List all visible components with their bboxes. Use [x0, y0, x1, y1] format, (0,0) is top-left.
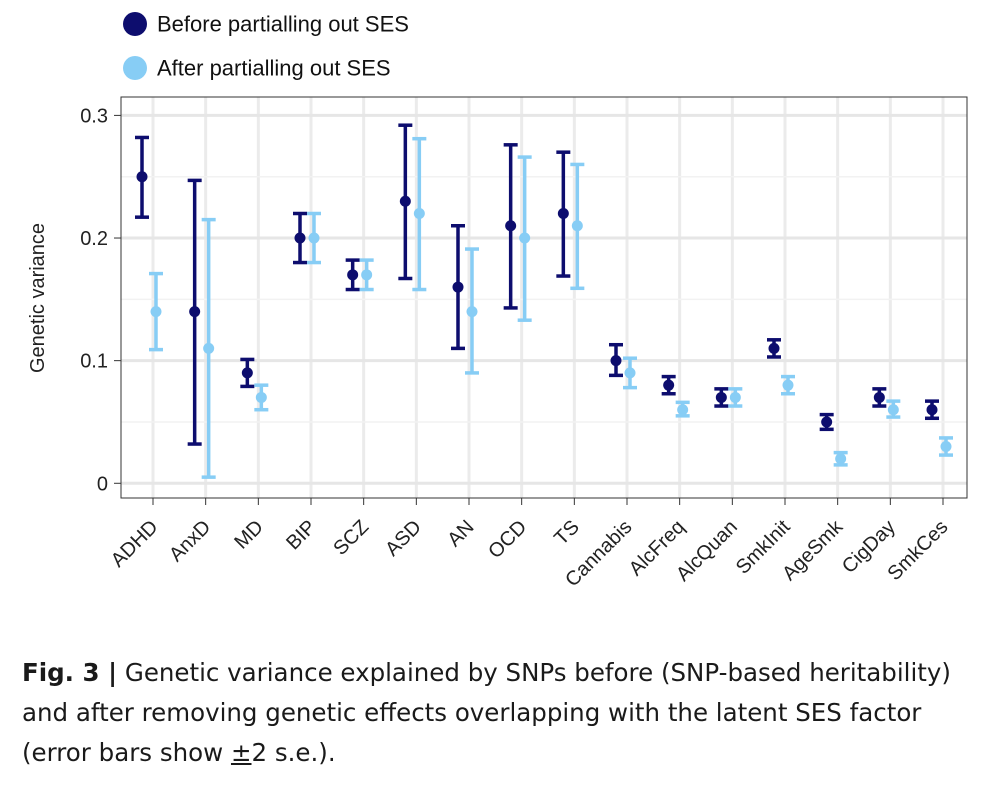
data-point — [189, 306, 201, 318]
data-point — [663, 379, 675, 391]
data-point — [624, 367, 636, 379]
caption-plus-minus: ± — [230, 738, 252, 767]
data-point — [308, 232, 320, 244]
data-point — [241, 367, 253, 379]
data-point — [505, 220, 517, 232]
data-point — [557, 207, 569, 219]
data-point — [255, 391, 267, 403]
plot-frame — [120, 96, 968, 499]
y-tick-label: 0.1 — [80, 351, 108, 373]
data-point — [452, 281, 464, 293]
x-tick-label: TS — [550, 516, 584, 550]
legend-marker — [123, 56, 147, 80]
data-point — [466, 306, 478, 318]
y-tick-label: 0 — [97, 473, 108, 495]
data-point — [136, 171, 148, 183]
data-point — [150, 306, 162, 318]
data-point — [768, 342, 780, 354]
x-tick-label: AnxD — [165, 516, 215, 566]
data-point — [347, 269, 359, 281]
data-point — [519, 232, 531, 244]
chart: 0 0.1 0.2 0.3 Genetic variance ADHD AnxD MD BIP S… — [27, 12, 968, 591]
data-point — [413, 207, 425, 219]
data-point — [926, 404, 938, 416]
grid — [121, 97, 967, 498]
series-after — [149, 136, 953, 479]
y-tick-label: 0.2 — [80, 228, 108, 250]
y-axis-label: Genetic variance — [27, 223, 49, 373]
x-tick-label: ASD — [381, 516, 426, 561]
data-point — [610, 355, 622, 367]
legend-label: Before partialling out SES — [157, 12, 409, 37]
data-point — [203, 342, 215, 354]
legend-label: After partialling out SES — [157, 56, 391, 81]
data-point — [399, 195, 411, 207]
data-point — [887, 404, 899, 416]
x-tick-label: BIP — [282, 516, 320, 554]
data-point — [361, 269, 373, 281]
data-point — [729, 391, 741, 403]
caption-text-end: 2 s.e.). — [251, 738, 336, 767]
legend: Before partialling out SES After partiall… — [123, 12, 409, 81]
x-tick-label: AN — [443, 516, 478, 551]
data-point — [821, 416, 833, 428]
data-point — [571, 220, 583, 232]
series-before — [135, 123, 939, 446]
x-tick-label: MD — [230, 516, 268, 554]
data-point — [677, 404, 689, 416]
data-point — [873, 391, 885, 403]
data-point — [294, 232, 306, 244]
x-tick-label: ADHD — [107, 516, 163, 572]
x-tick-label: SCZ — [329, 516, 373, 560]
data-point — [715, 391, 727, 403]
y-tick-label: 0.3 — [80, 105, 108, 127]
x-tick-label: OCD — [484, 516, 531, 563]
data-point — [835, 453, 847, 465]
data-point — [782, 379, 794, 391]
data-point — [940, 440, 952, 452]
legend-marker — [123, 12, 147, 36]
caption-label: Fig. 3 | — [22, 658, 118, 687]
figure-caption: Fig. 3 | Genetic variance explained by S… — [22, 653, 972, 773]
caption-text: Genetic variance explained by SNPs befor… — [22, 658, 951, 767]
